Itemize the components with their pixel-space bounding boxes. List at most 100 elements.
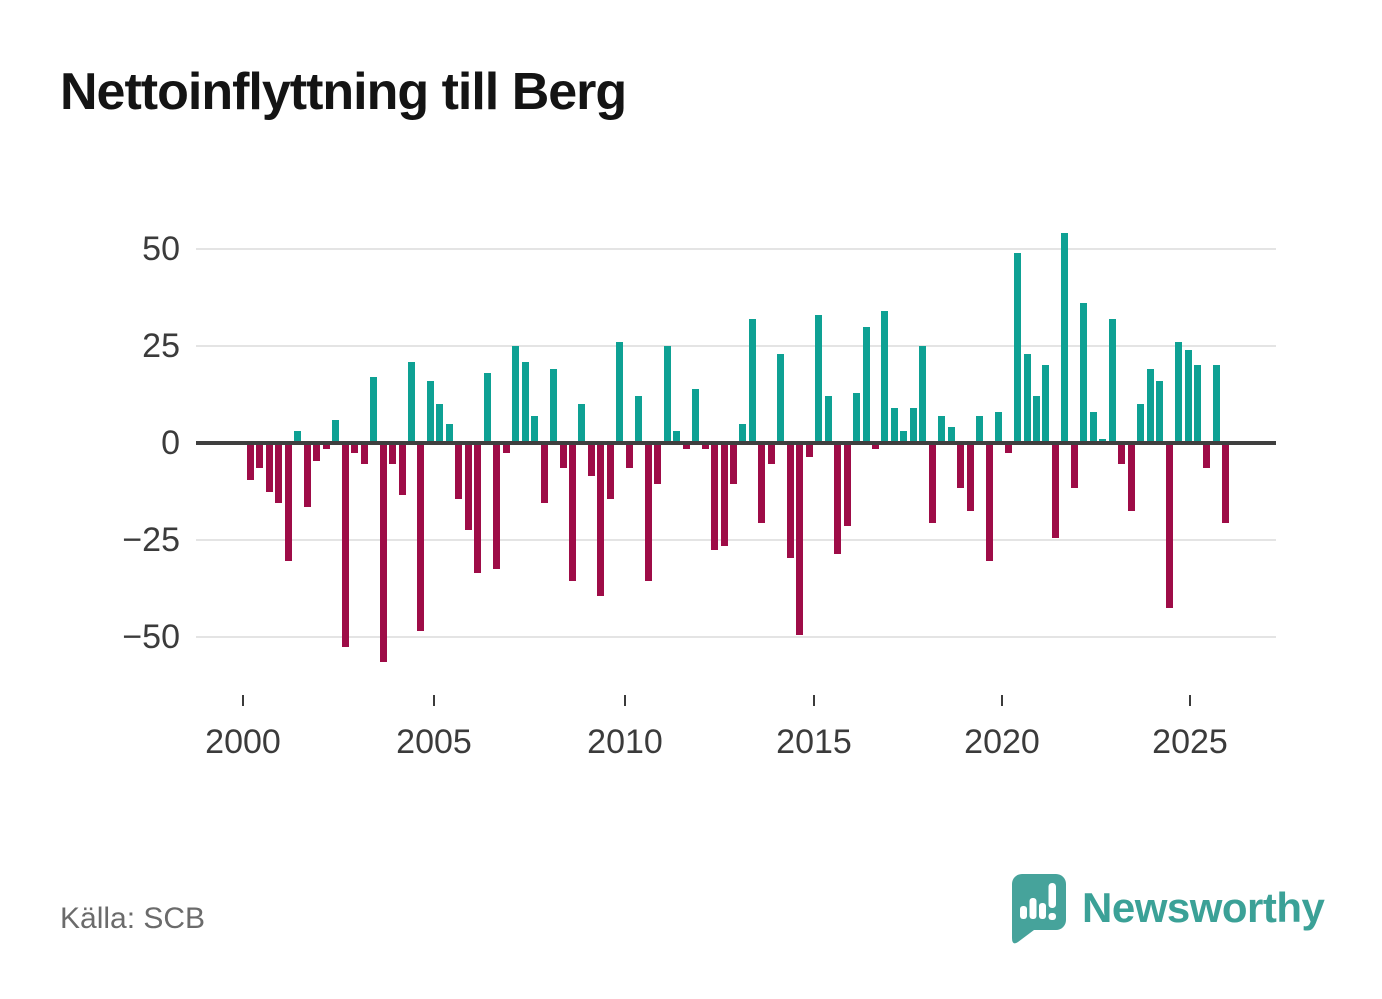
- newsworthy-logo: Newsworthy: [1008, 872, 1328, 944]
- bar: [455, 445, 463, 500]
- bar: [1203, 445, 1211, 469]
- bar: [1061, 233, 1069, 443]
- bar: [777, 353, 785, 443]
- bar: [370, 377, 378, 443]
- bar: [379, 445, 387, 663]
- y-tick-label: 25: [142, 327, 180, 365]
- bar: [872, 445, 880, 449]
- bar: [853, 392, 861, 443]
- bar: [389, 445, 397, 465]
- gridline: [196, 636, 1276, 638]
- page-title: Nettoinflyttning till Berg: [60, 63, 627, 121]
- bar: [531, 415, 539, 443]
- bar: [512, 346, 520, 443]
- bar: [635, 396, 643, 443]
- x-tick-label: 2020: [964, 723, 1040, 761]
- bar: [682, 445, 690, 449]
- bar: [843, 445, 851, 527]
- bar: [313, 445, 321, 461]
- bar: [815, 314, 823, 443]
- bar: [284, 445, 292, 562]
- bar: [341, 445, 349, 647]
- bar: [1212, 365, 1220, 443]
- y-tick-label: 0: [161, 424, 180, 462]
- bar: [606, 445, 614, 500]
- bar: [1127, 445, 1135, 511]
- bar: [729, 445, 737, 484]
- x-tick-mark: [242, 695, 244, 706]
- bar: [1023, 353, 1031, 443]
- bar: [644, 445, 652, 581]
- bar: [1222, 445, 1230, 523]
- bar: [767, 445, 775, 465]
- bar: [540, 445, 548, 504]
- bar: [351, 445, 359, 453]
- bar: [796, 445, 804, 636]
- bar: [966, 445, 974, 511]
- bar: [464, 445, 472, 531]
- bar: [587, 445, 595, 477]
- bar: [1165, 445, 1173, 608]
- x-tick-label: 2005: [396, 723, 472, 761]
- bar: [1184, 349, 1192, 443]
- bar: [928, 445, 936, 523]
- bar: [1070, 445, 1078, 488]
- bar: [824, 396, 832, 443]
- bar: [256, 445, 264, 469]
- bar: [407, 361, 415, 443]
- bar: [1089, 411, 1097, 443]
- zero-axis-line: [196, 441, 1276, 445]
- bar: [625, 445, 633, 469]
- x-tick-mark: [433, 695, 435, 706]
- bar: [1033, 396, 1040, 443]
- bar: [739, 423, 747, 443]
- bar: [834, 445, 842, 554]
- bar: [1118, 445, 1126, 465]
- bar: [247, 445, 254, 480]
- bar: [985, 445, 993, 562]
- bar: [881, 311, 889, 443]
- bar: [360, 445, 368, 465]
- x-tick-mark: [813, 695, 815, 706]
- bar: [483, 373, 491, 443]
- plot-area: [196, 228, 1276, 688]
- bar: [322, 445, 330, 449]
- bar: [758, 445, 766, 523]
- x-tick-mark: [1189, 695, 1191, 706]
- bar-chart-speech-bubble-icon: [1012, 874, 1066, 944]
- bar: [474, 445, 482, 574]
- x-tick-label: 2025: [1152, 723, 1228, 761]
- bar: [265, 445, 273, 492]
- bar: [654, 445, 662, 484]
- bar: [957, 445, 965, 488]
- bar: [568, 445, 576, 581]
- source-note: Källa: SCB: [60, 902, 206, 935]
- x-tick-mark: [1001, 695, 1003, 706]
- bar: [663, 346, 671, 443]
- bar: [862, 326, 870, 443]
- bar: [616, 342, 624, 443]
- bar: [692, 388, 700, 443]
- gridline: [196, 345, 1276, 347]
- bar: [720, 445, 728, 546]
- bar: [436, 404, 444, 443]
- bar: [1175, 342, 1183, 443]
- bar: [1137, 404, 1145, 443]
- bar: [1146, 369, 1154, 443]
- bar: [275, 445, 283, 504]
- bar: [1156, 380, 1164, 443]
- bar: [597, 445, 605, 597]
- bar: [995, 411, 1003, 443]
- bar: [976, 415, 984, 443]
- bar: [748, 318, 756, 443]
- bar: [559, 445, 567, 469]
- bar: [1194, 365, 1201, 443]
- gridline: [196, 539, 1276, 541]
- bar: [711, 445, 719, 550]
- bar: [1080, 303, 1088, 443]
- bar: [502, 445, 510, 453]
- y-tick-label: 50: [142, 230, 180, 268]
- bar: [303, 445, 311, 508]
- x-tick-label: 2000: [205, 723, 281, 761]
- gridline: [196, 248, 1276, 250]
